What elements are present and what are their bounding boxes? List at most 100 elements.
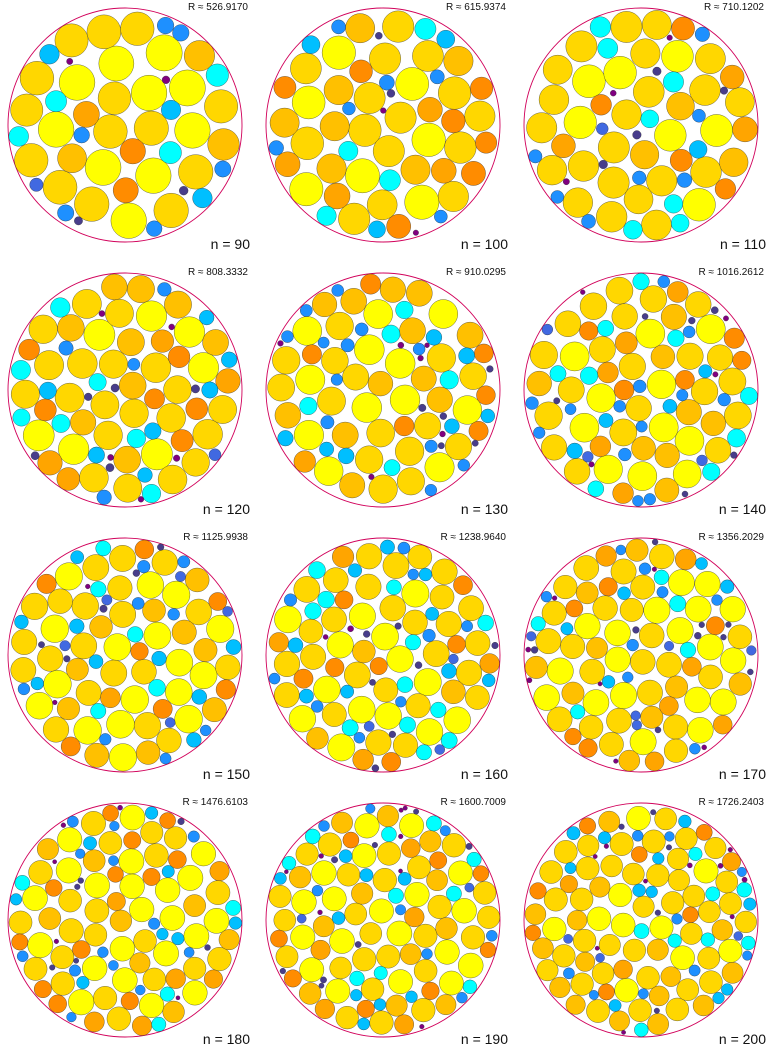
packed-disc	[629, 728, 657, 756]
packed-disc	[448, 860, 473, 886]
packed-disc	[580, 289, 586, 295]
packed-disc	[550, 190, 564, 204]
packed-disc	[52, 859, 57, 865]
packed-disc	[84, 898, 110, 924]
packed-disc	[723, 315, 729, 322]
packed-disc	[71, 592, 99, 620]
packed-disc	[689, 140, 708, 159]
packed-disc	[288, 705, 316, 733]
packed-disc	[372, 868, 397, 893]
packed-disc	[347, 563, 362, 578]
packed-disc	[563, 458, 591, 485]
packed-disc	[733, 931, 743, 941]
packed-disc	[311, 700, 324, 713]
packed-disc	[165, 648, 194, 677]
packed-disc	[37, 645, 64, 672]
packed-disc	[689, 743, 701, 755]
packed-disc	[419, 1024, 425, 1030]
packed-disc	[592, 854, 598, 859]
packed-disc	[367, 371, 394, 397]
packed-disc	[54, 23, 89, 58]
packed-disc	[393, 732, 418, 758]
packed-disc	[12, 408, 31, 427]
packed-disc	[135, 157, 172, 194]
packed-disc	[157, 543, 165, 551]
packed-disc	[618, 749, 640, 772]
packed-disc	[42, 170, 78, 205]
packed-disc	[443, 46, 474, 76]
packed-disc	[414, 18, 437, 40]
packed-disc	[700, 410, 726, 436]
packed-disc	[142, 967, 166, 992]
packed-disc	[164, 717, 176, 728]
packed-disc	[177, 865, 204, 891]
packed-disc	[684, 595, 712, 623]
packed-disc	[84, 1011, 105, 1033]
packed-disc	[204, 944, 211, 951]
packed-disc	[430, 701, 447, 718]
packed-disc	[605, 276, 634, 305]
disc-group	[526, 10, 758, 241]
packed-disc	[705, 886, 721, 902]
packed-disc	[356, 999, 375, 1018]
packed-disc	[416, 744, 432, 761]
packed-disc	[562, 187, 593, 218]
packed-disc	[67, 348, 98, 379]
packed-disc	[381, 826, 397, 842]
packed-disc	[661, 40, 694, 73]
packed-disc	[363, 630, 371, 638]
packed-disc	[671, 913, 683, 925]
packed-disc	[590, 94, 612, 116]
packed-disc	[99, 604, 108, 613]
packed-disc	[667, 329, 685, 347]
packed-disc	[105, 463, 115, 472]
packed-disc	[345, 13, 375, 44]
packed-disc	[105, 299, 134, 328]
packed-disc	[535, 628, 562, 654]
packed-disc	[732, 116, 758, 143]
packed-disc	[647, 1013, 669, 1035]
packed-disc	[422, 640, 450, 667]
packed-disc	[50, 945, 75, 969]
packed-disc	[112, 967, 138, 993]
radius-label: R ≈ 615.9374	[446, 2, 506, 13]
packed-disc	[133, 712, 161, 740]
packed-disc	[633, 923, 650, 939]
packed-disc	[651, 566, 657, 572]
packed-disc	[559, 875, 578, 894]
packed-disc	[298, 619, 324, 644]
disc-group	[8, 804, 243, 1036]
packed-disc	[97, 946, 109, 958]
packed-disc	[159, 812, 176, 829]
packed-disc	[577, 834, 600, 857]
packed-disc	[704, 437, 732, 464]
packed-disc	[192, 188, 213, 209]
packed-disc	[119, 398, 149, 428]
packed-disc	[157, 17, 175, 35]
packed-disc	[205, 880, 231, 905]
packed-disc	[712, 371, 719, 378]
packed-disc	[218, 929, 240, 951]
packed-disc	[163, 375, 192, 404]
packed-disc	[119, 371, 147, 400]
packed-disc	[142, 868, 161, 886]
packed-disc	[598, 131, 630, 164]
packed-disc	[444, 433, 472, 461]
packed-disc	[563, 934, 573, 944]
packed-disc	[694, 571, 721, 597]
packed-disc	[435, 611, 462, 637]
disc-group	[268, 803, 501, 1035]
packed-disc	[456, 321, 484, 349]
packed-disc	[356, 543, 383, 570]
packed-disc	[353, 82, 386, 114]
packed-disc	[435, 994, 457, 1015]
packed-disc	[418, 567, 433, 582]
packed-disc	[60, 736, 81, 757]
packed-disc	[635, 420, 648, 433]
packed-disc	[451, 898, 477, 924]
packed-disc	[414, 661, 423, 669]
packed-disc	[106, 710, 135, 739]
packed-disc	[406, 280, 433, 307]
packed-disc	[34, 398, 57, 422]
packed-disc	[177, 817, 185, 825]
